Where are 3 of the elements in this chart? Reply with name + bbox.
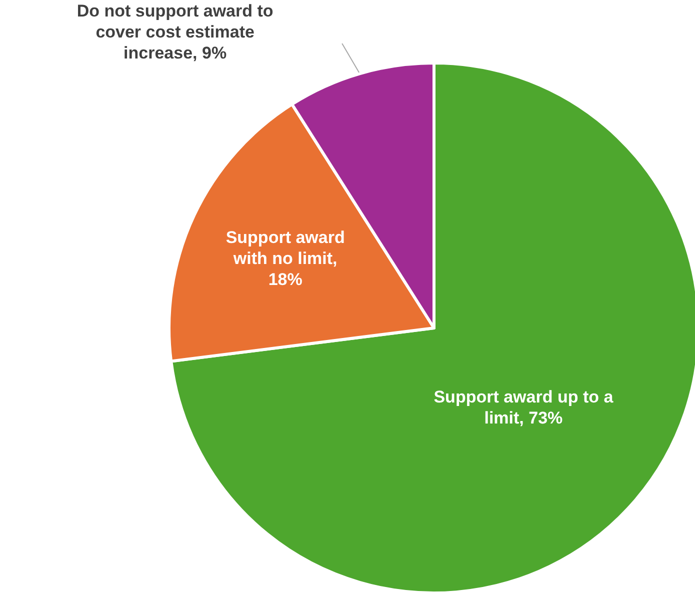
slice-label: Support award up to a limit, 73% <box>434 387 614 428</box>
slice-label: Support award with no limit, 18% <box>226 228 345 289</box>
slice-label: Do not support award to cover cost estimate increase, 9% <box>76 1 274 62</box>
